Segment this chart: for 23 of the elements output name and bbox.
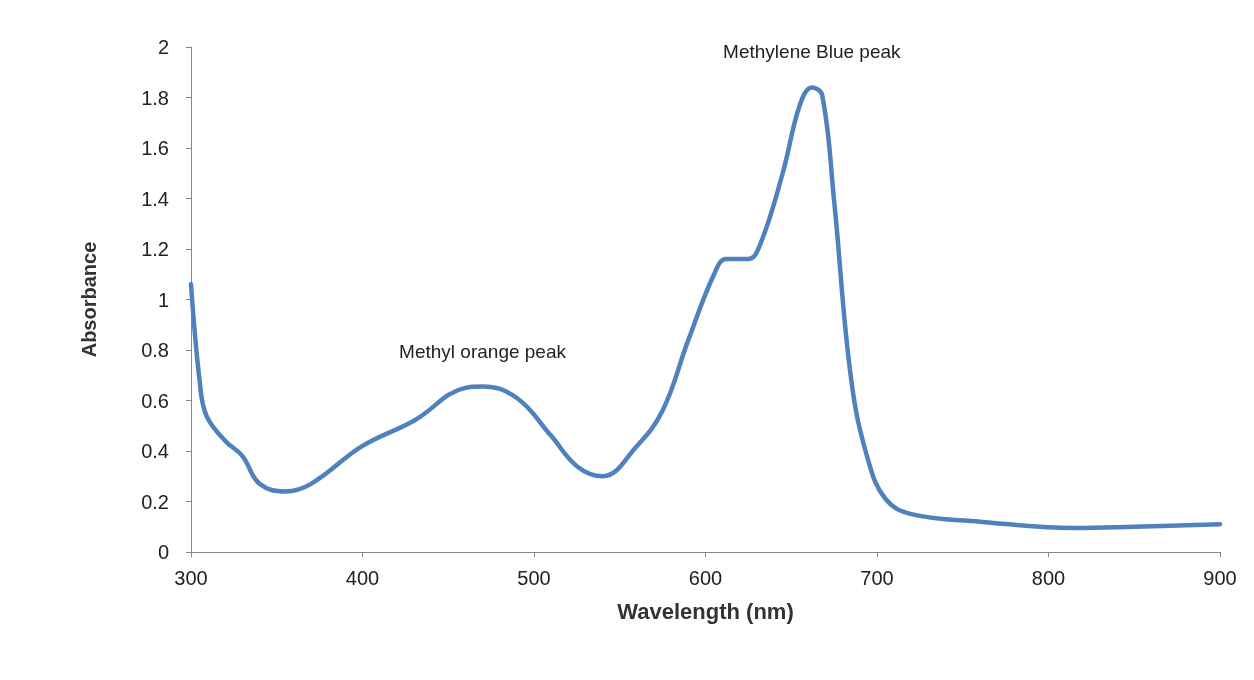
annotation: Methyl orange peak — [399, 340, 567, 362]
x-tick-label: 400 — [345, 567, 380, 589]
annotation: Methylene Blue peak — [723, 41, 902, 63]
y-tick-label: 0 — [157, 541, 169, 563]
y-tick-label: 1.6 — [141, 137, 169, 159]
line-series — [188, 85, 1223, 531]
x-tick-label: 500 — [517, 567, 551, 589]
x-tick-label: 800 — [1031, 567, 1066, 589]
y-tick-label: 1 — [157, 288, 169, 311]
x-tick-label: 300 — [174, 567, 208, 589]
y-tick-label: 0.2 — [141, 490, 169, 513]
y-axis-title: Absorbance — [78, 241, 100, 358]
y-tick-label: 1.8 — [141, 86, 169, 109]
y-tick-label: 0.4 — [141, 440, 169, 462]
y-tick-label: 1.4 — [141, 187, 169, 210]
x-axis-title: Wavelength (nm) — [617, 598, 794, 624]
y-tick-label: 0.8 — [141, 339, 169, 361]
x-tick-label: 700 — [860, 567, 894, 589]
y-tick-label: 2 — [157, 36, 169, 58]
y-tick-label: 1.2 — [141, 238, 169, 260]
x-tick-label: 600 — [688, 567, 723, 589]
y-tick-label: 0.6 — [141, 389, 169, 412]
x-tick-label: 900 — [1203, 567, 1237, 589]
